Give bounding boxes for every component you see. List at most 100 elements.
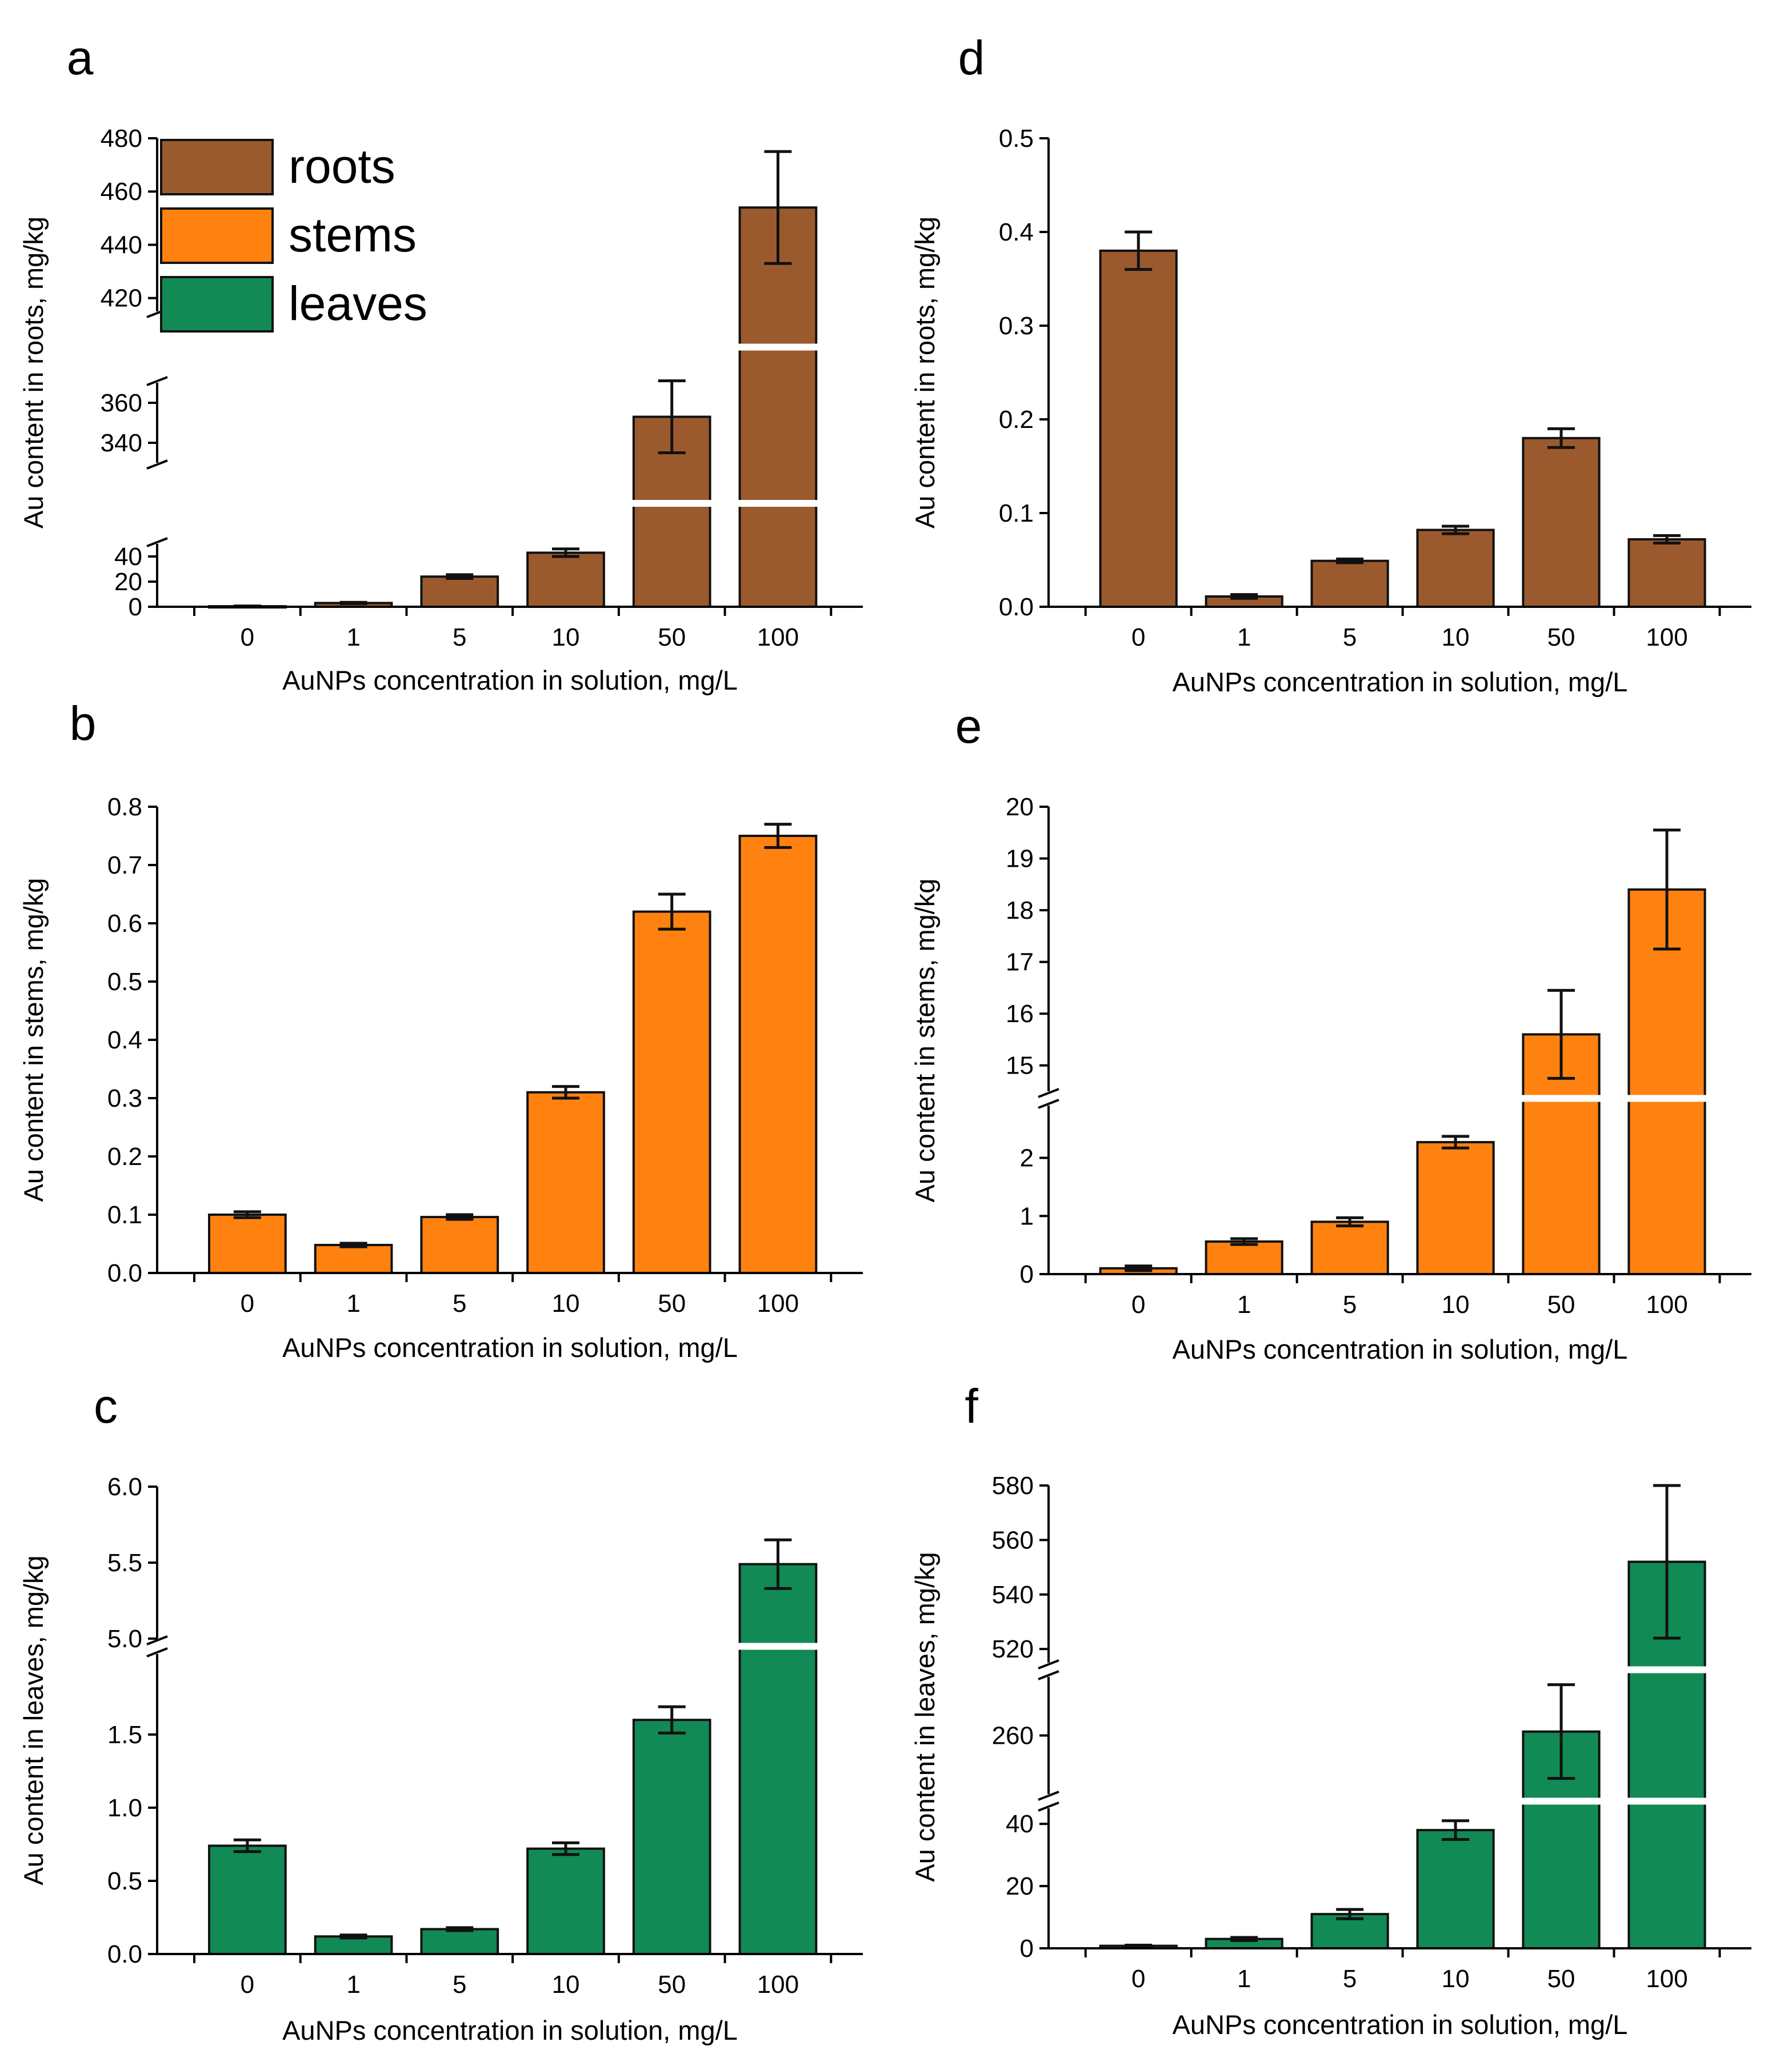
x-tick-label: 10 bbox=[552, 1971, 580, 1999]
y-tick-label: 20 bbox=[114, 568, 142, 596]
axis-break-mark bbox=[146, 1635, 168, 1657]
y-tick-label: 0.7 bbox=[107, 851, 142, 879]
legend-label-leaves: leaves bbox=[289, 277, 427, 330]
x-tick-label: 10 bbox=[1442, 1965, 1470, 1993]
x-tick-label: 50 bbox=[658, 1971, 686, 1999]
y-tick-label: 40 bbox=[1006, 1810, 1034, 1838]
axis-break-gap bbox=[1052, 1666, 1751, 1673]
x-tick-label: 1 bbox=[346, 1971, 360, 1999]
y-tick-label: 19 bbox=[1006, 845, 1034, 873]
x-tick-label: 0 bbox=[241, 1971, 254, 1999]
bar bbox=[1416, 528, 1495, 608]
y-tick-label: 0.0 bbox=[107, 1940, 142, 1968]
y-tick-label: 0.8 bbox=[107, 793, 142, 821]
panel-c: c 0.0 0.5 1.0 1.5 5.0 5.5 6.0 0 1 5 10 50 100 AuNPs co… bbox=[18, 1379, 863, 2045]
y-tick-label: 540 bbox=[992, 1581, 1034, 1609]
x-axis-title: AuNPs concentration in solution, mg/L bbox=[282, 1332, 738, 1363]
bar bbox=[526, 551, 605, 608]
y-axis-title: Au content in leaves, mg/kg bbox=[18, 1555, 49, 1885]
y-tick-label: 580 bbox=[992, 1472, 1034, 1500]
x-tick-label: 10 bbox=[552, 1290, 580, 1318]
y-axis-title: Au content in roots, mg/kg bbox=[910, 217, 940, 528]
bar bbox=[1310, 559, 1389, 608]
panel-letter: e bbox=[955, 699, 982, 753]
y-tick-label: 18 bbox=[1006, 896, 1034, 924]
y-tick-label: 5.5 bbox=[107, 1549, 142, 1577]
x-tick-label: 5 bbox=[453, 623, 466, 651]
axis-break-gap bbox=[155, 313, 159, 382]
legend-label-roots: roots bbox=[289, 139, 395, 193]
panel-letter: d bbox=[958, 31, 985, 85]
bar bbox=[314, 1244, 393, 1275]
x-tick-label: 0 bbox=[241, 623, 254, 651]
y-tick-label: 1.0 bbox=[107, 1794, 142, 1822]
bar bbox=[208, 1214, 287, 1274]
legend-swatch-leaves bbox=[160, 276, 274, 333]
y-axis-title: Au content in stems, mg/kg bbox=[910, 879, 940, 1203]
y-axis-title: Au content in leaves, mg/kg bbox=[910, 1552, 940, 1881]
axis-break-gap bbox=[1052, 1797, 1751, 1805]
x-tick-label: 5 bbox=[1343, 1965, 1357, 1993]
y-tick-label: 1.5 bbox=[107, 1721, 142, 1749]
panel-letter: c bbox=[94, 1379, 118, 1433]
y-tick-label: 360 bbox=[101, 389, 142, 417]
x-tick-label: 0 bbox=[1131, 1291, 1145, 1319]
bar bbox=[1627, 538, 1706, 608]
x-axis-title: AuNPs concentration in solution, mg/L bbox=[1173, 667, 1628, 697]
x-tick-label: 1 bbox=[1237, 1965, 1251, 1993]
y-tick-label: 440 bbox=[101, 231, 142, 259]
axis-break-mark bbox=[1038, 1659, 1059, 1680]
bar bbox=[1522, 437, 1601, 608]
y-tick-label: 0.0 bbox=[107, 1259, 142, 1287]
panel-d: d 0.0 0.1 0.2 0.3 0.4 0.5 0 1 5 10 50 100 AuNPs conce… bbox=[910, 31, 1751, 697]
x-tick-label: 10 bbox=[1442, 1291, 1470, 1319]
legend: roots stems leaves bbox=[160, 139, 427, 333]
axis-break-gap bbox=[1046, 1664, 1051, 1676]
y-tick-label: 20 bbox=[1006, 1872, 1034, 1900]
x-tick-label: 100 bbox=[1646, 1965, 1687, 1993]
axis-break-gap bbox=[1052, 1095, 1751, 1102]
panel-letter: f bbox=[965, 1379, 978, 1433]
y-tick-label: 0.3 bbox=[107, 1084, 142, 1112]
bar bbox=[632, 1719, 711, 1955]
y-tick-label: 0.2 bbox=[999, 406, 1034, 434]
x-tick-label: 0 bbox=[1131, 623, 1145, 651]
y-tick-label: 520 bbox=[992, 1635, 1034, 1663]
x-tick-label: 50 bbox=[1547, 1291, 1575, 1319]
y-axis-title: Au content in roots, mg/kg bbox=[18, 217, 49, 528]
y-tick-label: 16 bbox=[1006, 1000, 1034, 1028]
x-tick-label: 0 bbox=[1131, 1965, 1145, 1993]
y-tick-label: 0 bbox=[1020, 1260, 1034, 1288]
y-tick-label: 0.5 bbox=[107, 968, 142, 996]
y-tick-label: 0 bbox=[129, 593, 142, 621]
bar bbox=[526, 1091, 605, 1275]
y-tick-label: 260 bbox=[992, 1722, 1034, 1750]
x-tick-label: 1 bbox=[346, 623, 360, 651]
x-tick-label: 5 bbox=[1343, 1291, 1357, 1319]
x-tick-label: 100 bbox=[757, 1290, 799, 1318]
y-tick-label: 560 bbox=[992, 1526, 1034, 1554]
x-tick-label: 100 bbox=[757, 623, 799, 651]
bar bbox=[420, 1928, 499, 1955]
x-tick-label: 50 bbox=[1547, 1965, 1575, 1993]
y-tick-label: 0 bbox=[1020, 1935, 1034, 1963]
y-tick-label: 0.4 bbox=[107, 1026, 142, 1054]
x-tick-label: 1 bbox=[1237, 623, 1251, 651]
y-tick-label: 0.1 bbox=[999, 499, 1034, 527]
axis-break-mark bbox=[1038, 1088, 1059, 1109]
x-tick-label: 50 bbox=[1547, 623, 1575, 651]
bar bbox=[632, 910, 711, 1274]
axis-break-gap bbox=[161, 500, 863, 507]
y-tick-label: 420 bbox=[101, 285, 142, 313]
y-axis-title: Au content in stems, mg/kg bbox=[18, 878, 49, 1202]
y-tick-label: 0.1 bbox=[107, 1201, 142, 1229]
y-tick-label: 0.5 bbox=[999, 125, 1034, 153]
bar bbox=[420, 1216, 499, 1275]
y-tick-label: 0.2 bbox=[107, 1143, 142, 1171]
bar bbox=[1627, 888, 1706, 1275]
y-tick-label: 2 bbox=[1020, 1144, 1034, 1172]
panel-f: f 0 20 40 260 520 540 560 580 0 1 5 10 50 100 AuNPs con… bbox=[910, 1379, 1751, 2040]
y-tick-label: 17 bbox=[1006, 948, 1034, 976]
